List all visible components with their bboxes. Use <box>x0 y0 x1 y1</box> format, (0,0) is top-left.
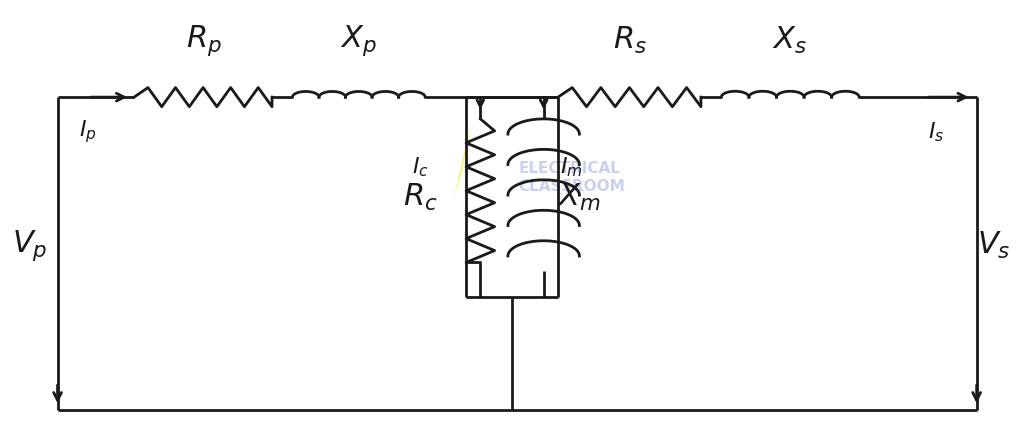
Text: $I_p$: $I_p$ <box>79 119 97 145</box>
Text: $I_s$: $I_s$ <box>928 120 944 144</box>
Text: $V_s$: $V_s$ <box>977 230 1011 261</box>
Text: ELECTRICAL
CLASSROOM: ELECTRICAL CLASSROOM <box>518 162 625 194</box>
Polygon shape <box>454 123 473 197</box>
Text: $R_s$: $R_s$ <box>612 25 646 56</box>
Text: $I_c$: $I_c$ <box>412 155 428 179</box>
Text: $X_s$: $X_s$ <box>772 25 807 56</box>
Text: $I_m$: $I_m$ <box>560 155 583 179</box>
Text: $R_c$: $R_c$ <box>402 182 437 213</box>
Text: $X_p$: $X_p$ <box>340 23 377 58</box>
Text: $V_p$: $V_p$ <box>12 228 48 262</box>
Text: $X_m$: $X_m$ <box>557 182 600 213</box>
Text: $R_p$: $R_p$ <box>185 23 221 58</box>
